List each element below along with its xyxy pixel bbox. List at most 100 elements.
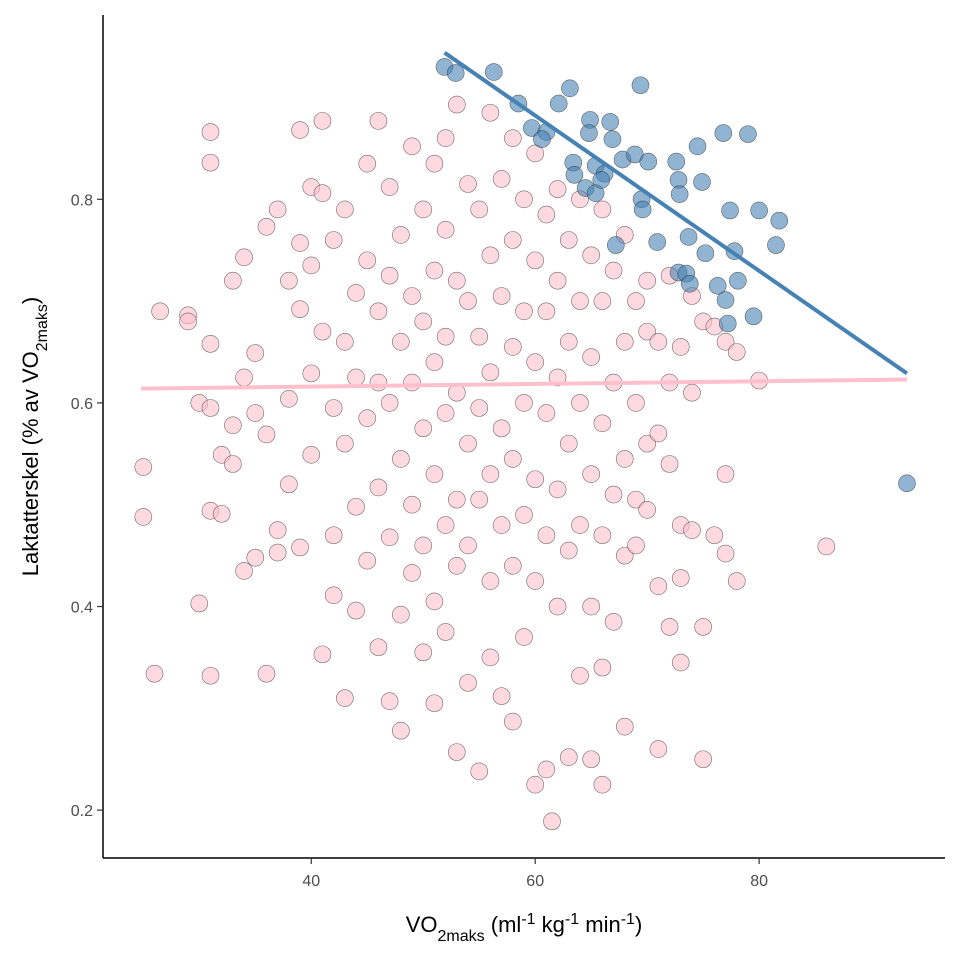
point [729,271,747,290]
point [683,521,701,539]
point [515,394,533,412]
point [526,353,544,371]
point [559,231,578,249]
point [593,292,612,310]
point [537,404,556,422]
point [369,112,388,130]
point [537,760,556,779]
point [615,333,634,351]
point [667,152,686,171]
point [638,501,656,519]
point [671,338,690,356]
point [436,623,455,641]
x-axis-label-part: -1 [521,911,535,928]
point [683,383,701,402]
point [201,153,220,172]
point [533,130,551,149]
x-axis-label-part: -1 [621,911,635,928]
point [459,674,477,692]
point [716,544,735,563]
point [313,322,332,341]
point [727,343,746,361]
point [403,564,421,582]
point [459,175,477,193]
point [414,200,433,219]
point [201,399,220,417]
point [481,648,500,667]
x-tick-label: 60 [526,873,544,890]
point [571,394,589,412]
y-axis-label: Laktatterskel (% av VO2maks) [18,297,51,576]
point [627,536,645,555]
point [631,76,650,95]
point [380,394,399,412]
y-tick-label: 0.4 [71,600,93,617]
point [151,302,169,321]
point [604,261,623,280]
point [358,409,377,427]
point [369,302,388,321]
point [403,495,421,514]
point [515,628,533,646]
point [201,335,220,353]
point [526,775,544,794]
point [347,284,365,302]
point [459,434,477,453]
point [718,314,737,333]
point [313,112,332,130]
point [481,363,500,382]
point [448,557,466,575]
point [601,113,620,131]
point [739,125,757,143]
point [744,307,763,326]
point [593,526,612,545]
point [504,231,522,249]
point [548,271,567,290]
point [561,79,579,98]
point [582,597,600,616]
point [526,251,544,270]
point [694,750,712,769]
point [693,173,711,191]
point [537,302,556,321]
point [770,211,789,230]
point [603,130,622,149]
point [615,546,634,565]
point [688,137,707,156]
point [448,490,466,509]
point [369,478,388,497]
point [627,394,645,412]
point [680,274,699,293]
point [492,287,511,305]
point [607,236,625,254]
point [246,404,265,422]
point [593,414,612,433]
point [380,178,399,196]
point [638,322,656,341]
point [582,246,600,265]
point [257,217,276,236]
point [716,291,735,309]
point [639,152,658,171]
point [280,475,298,494]
point [543,812,561,831]
point [559,434,578,453]
point [291,538,309,557]
point [257,664,276,683]
point [224,416,242,435]
point [470,200,489,219]
point [268,521,287,539]
point [448,271,466,290]
point [565,166,584,184]
point [403,137,421,156]
point [425,154,444,173]
point [313,645,332,664]
point [268,543,287,562]
point [403,287,421,305]
point [470,490,489,509]
y-tick-label: 0.2 [71,803,93,820]
point [671,569,690,587]
point [358,551,377,570]
point [235,248,253,267]
